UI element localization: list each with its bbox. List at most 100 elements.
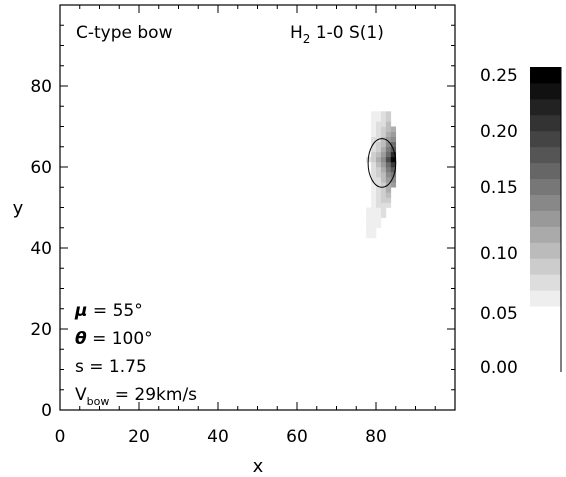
heat-cell: [376, 207, 382, 213]
x-axis-label: x: [253, 456, 264, 477]
annotation-s: s = 1.75: [75, 357, 147, 377]
heat-cell: [376, 182, 382, 188]
heat-cell: [385, 146, 392, 153]
colorbar-tick-label: 0.00: [480, 358, 518, 378]
y-axis-label: y: [13, 198, 24, 219]
heat-cell: [385, 156, 392, 163]
heat-cell: [371, 202, 377, 208]
heat-cell: [376, 222, 382, 229]
x-tick-label: 40: [207, 427, 229, 447]
mu-text: = 55°: [88, 301, 143, 321]
heat-cell: [371, 192, 377, 198]
heat-cell: [361, 232, 367, 239]
heat-cell: [385, 131, 392, 137]
heat-cell: [366, 227, 372, 234]
heat-cell: [380, 141, 387, 148]
heat-cell: [371, 232, 377, 239]
heat-cell: [371, 136, 377, 142]
colorbar-level: [530, 274, 561, 291]
heat-cell: [376, 172, 382, 178]
heat-cell: [376, 192, 382, 198]
y-tick-label: 0: [41, 401, 52, 421]
mu-symbol: μ: [74, 301, 88, 321]
heat-cell: [380, 177, 387, 183]
colorbar-level: [530, 242, 561, 259]
colorbar-tick-label: 0.25: [480, 66, 518, 86]
y-tick-label: 60: [30, 158, 52, 178]
heat-cell: [376, 197, 382, 203]
colorbar-level: [530, 146, 561, 164]
colorbar-level: [530, 82, 561, 100]
colorbar-level: [530, 258, 561, 275]
heat-cell: [385, 111, 392, 117]
heat-cell: [371, 222, 377, 229]
heat-cell: [376, 151, 382, 158]
annotation-mu: μ = 55°: [74, 301, 143, 321]
heat-cell: [366, 156, 372, 163]
x-tick-labels: 0 20 40 60 80: [55, 427, 387, 447]
heat-cell: [390, 172, 397, 178]
heat-cell: [385, 197, 392, 203]
heat-cell: [385, 116, 392, 122]
heat-cell: [376, 126, 382, 132]
heat-cell: [380, 161, 387, 168]
heatmap-image: [361, 111, 397, 239]
heat-cell: [376, 177, 382, 183]
title-right-rest: 1-0 S(1): [310, 23, 383, 43]
heat-cell: [371, 141, 377, 148]
heat-cell: [371, 156, 377, 163]
heat-cell: [361, 227, 367, 234]
heat-cell: [366, 217, 372, 223]
heat-cell: [371, 177, 377, 183]
heat-cell: [385, 172, 392, 178]
heat-cell: [376, 167, 382, 173]
heat-cell: [371, 131, 377, 137]
heat-cell: [371, 207, 377, 213]
colorbar-level: [530, 114, 561, 132]
y-tick-labels: 0 20 40 60 80: [30, 77, 52, 421]
heat-cell: [390, 126, 397, 132]
title-right: H2 1-0 S(1): [290, 23, 384, 46]
heat-cell: [390, 161, 397, 168]
x-tick-label: 60: [286, 427, 308, 447]
y-tick-label: 40: [30, 239, 52, 259]
theta-symbol: θ: [75, 329, 87, 349]
heat-cell: [390, 141, 397, 148]
heat-cell: [371, 146, 377, 153]
heat-cell: [380, 207, 387, 213]
heat-cell: [371, 126, 377, 132]
heat-cell: [385, 167, 392, 173]
axis-ticks: [59, 4, 456, 411]
heat-cell: [385, 141, 392, 148]
heat-cell: [390, 177, 397, 183]
heat-cell: [380, 151, 387, 158]
heat-cell: [376, 217, 382, 223]
heat-cell: [376, 156, 382, 163]
colorbar-tick-label: 0.15: [480, 178, 518, 198]
title-right-base: H: [290, 23, 303, 43]
theta-text: = 100°: [87, 329, 153, 349]
colorbar-level: [530, 67, 561, 84]
heat-cell: [371, 227, 377, 234]
colorbar: [530, 67, 562, 372]
heat-cell: [366, 222, 372, 229]
heat-cell: [376, 161, 382, 168]
heat-cell: [380, 121, 387, 127]
heat-cell: [371, 197, 377, 203]
y-tick-label: 20: [30, 320, 52, 340]
heat-cell: [371, 217, 377, 223]
colorbar-level: [530, 162, 561, 180]
heat-cell: [371, 212, 377, 218]
heat-cell: [385, 121, 392, 127]
heat-cell: [390, 151, 397, 158]
heat-cell: [376, 121, 382, 127]
colorbar-tick-label: 0.05: [480, 304, 518, 324]
heat-cell: [371, 187, 377, 193]
heat-cell: [380, 126, 387, 132]
heat-cell: [385, 187, 392, 193]
heat-cell: [366, 212, 372, 218]
heat-cell: [390, 131, 397, 137]
heat-cell: [385, 126, 392, 132]
heat-cell: [371, 167, 377, 173]
